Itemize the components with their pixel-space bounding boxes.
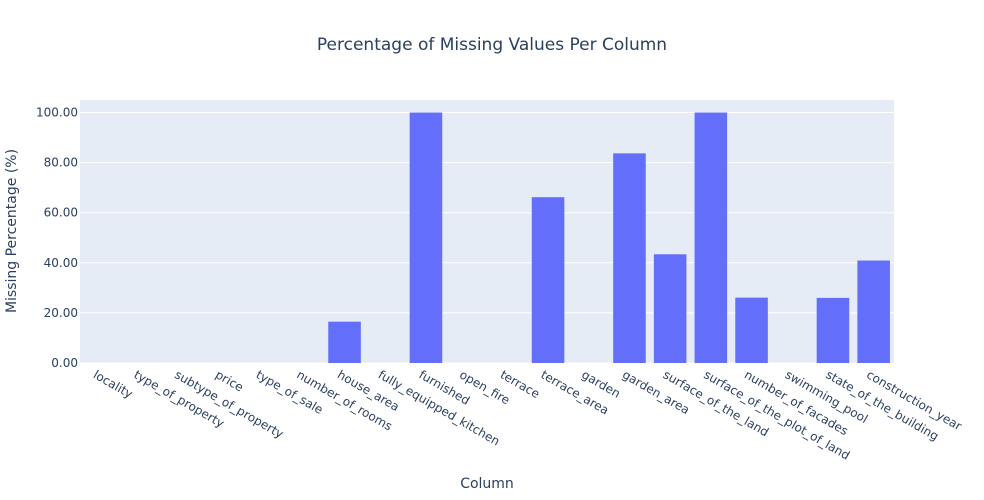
- bar: [694, 112, 728, 364]
- y-tick-label: 60.00: [44, 206, 78, 220]
- y-tick-label: 20.00: [44, 306, 78, 320]
- bars: [328, 112, 890, 364]
- x-tick-label: locality: [91, 367, 135, 401]
- y-axis-ticks: 0.00 20.00 40.00 60.00 80.00 100.00: [36, 106, 78, 370]
- x-axis-ticks: localitytype_of_propertysubtype_of_prope…: [91, 367, 964, 462]
- y-axis-title: Missing Percentage (%): [4, 149, 20, 313]
- chart-title: Percentage of Missing Values Per Column: [317, 35, 667, 55]
- bar: [328, 321, 361, 363]
- y-tick-label: 80.00: [44, 156, 78, 170]
- y-tick-label: 40.00: [44, 256, 78, 270]
- x-axis-title: Column: [460, 476, 514, 492]
- bar: [857, 260, 890, 363]
- plot-area: [80, 100, 894, 363]
- y-tick-label: 0.00: [51, 356, 78, 370]
- bar: [816, 297, 850, 363]
- bar: [653, 254, 687, 363]
- y-tick-label: 100.00: [36, 106, 78, 120]
- bar: [735, 297, 768, 363]
- bar: [531, 197, 565, 363]
- bar: [409, 112, 443, 364]
- bar: [613, 153, 646, 363]
